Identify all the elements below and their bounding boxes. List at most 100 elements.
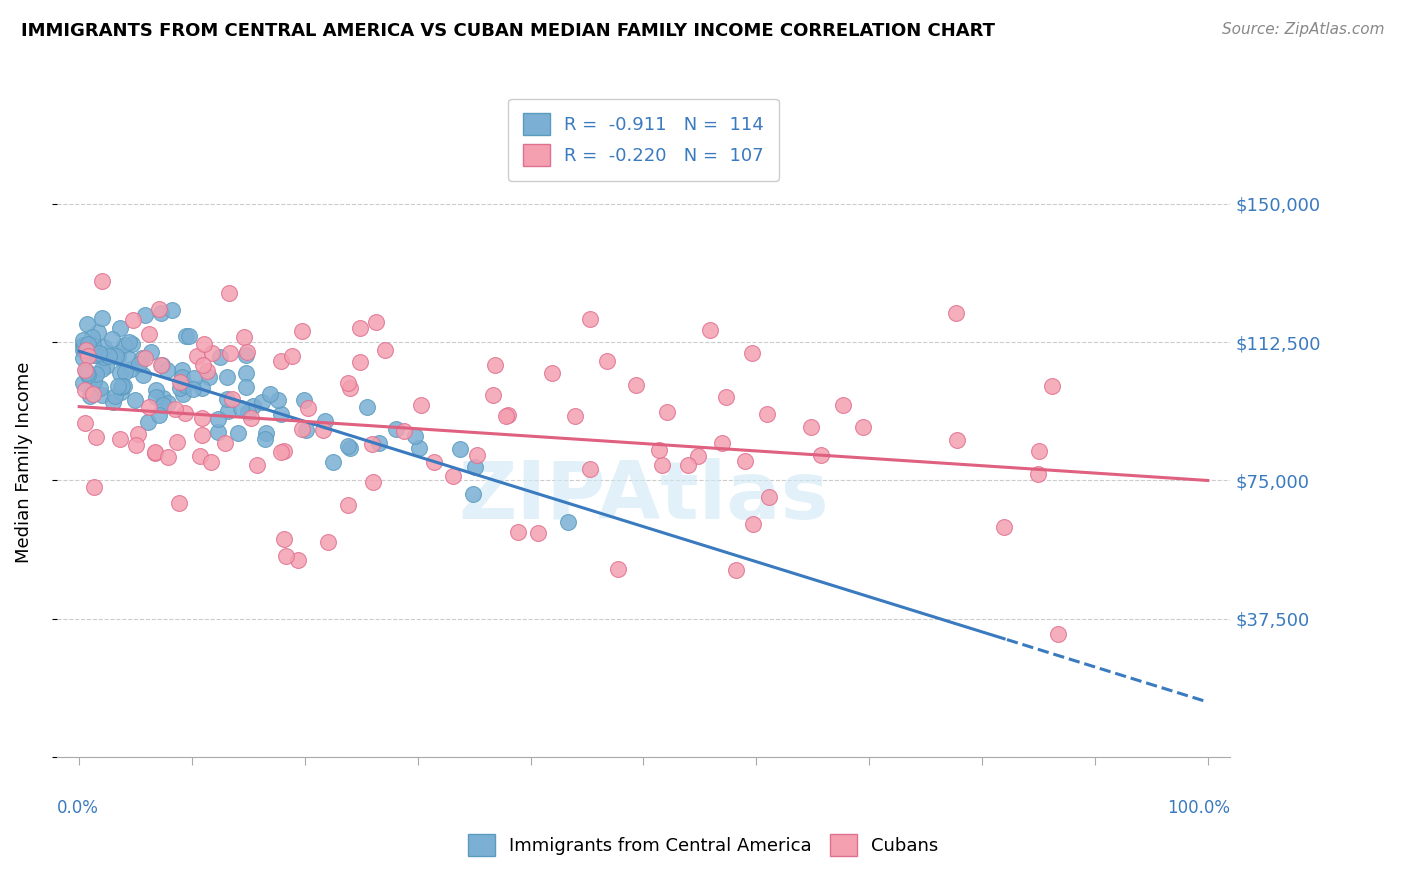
Text: 0.0%: 0.0% [56,798,98,817]
Point [101,394,124,409]
Point [132,368,155,383]
Point [97,349,120,363]
Point [118,352,141,367]
Point [463,487,485,501]
Point [527,525,550,540]
Legend: R =  -0.911   N =  114, R =  -0.220   N =  107: R = -0.911 N = 114, R = -0.220 N = 107 [509,99,779,181]
Point [91,362,114,376]
Point [191,380,214,394]
Point [233,330,256,344]
Point [76,368,98,383]
Point [217,404,239,418]
Point [758,490,780,504]
Point [149,306,172,320]
Point [84,345,107,359]
Point [657,405,679,419]
Point [75,364,97,378]
Point [152,398,174,412]
Point [250,395,273,409]
Point [214,436,236,450]
Point [756,407,779,421]
Point [496,408,519,422]
Point [651,458,673,472]
Point [408,442,430,456]
Point [314,414,336,428]
Point [107,379,129,393]
Point [1028,444,1050,458]
Point [110,380,132,394]
Point [107,350,129,364]
Point [235,366,257,380]
Point [77,339,100,353]
Point [141,345,163,359]
Point [100,332,122,346]
Point [193,359,215,373]
Point [361,437,384,451]
Point [73,416,96,430]
Point [374,343,396,357]
Point [172,386,194,401]
Point [90,388,112,402]
Point [495,409,517,423]
Point [1040,378,1063,392]
Point [624,378,647,392]
Point [259,386,281,401]
Point [82,338,104,352]
Point [75,383,97,397]
Point [607,562,630,576]
Point [361,475,384,489]
Point [274,549,297,563]
Point [83,480,105,494]
Point [150,359,173,373]
Point [131,351,153,366]
Point [741,345,763,359]
Point [166,434,188,449]
Point [183,371,205,385]
Point [128,357,150,371]
Point [465,449,488,463]
Point [191,411,214,425]
Point [349,321,371,335]
Point [852,420,875,434]
Point [91,311,114,326]
Point [86,367,108,381]
Point [557,515,579,529]
Point [484,358,506,372]
Point [169,381,191,395]
Point [337,499,360,513]
Point [84,430,107,444]
Point [136,415,159,429]
Point [120,362,142,376]
Text: 100.0%: 100.0% [1167,798,1230,817]
Point [150,358,173,372]
Point [316,535,339,549]
Point [83,348,105,362]
Point [93,340,115,354]
Point [186,349,208,363]
Point [1046,626,1069,640]
Point [75,343,97,358]
Point [112,338,135,352]
Point [79,389,101,403]
Point [190,450,212,464]
Text: Source: ZipAtlas.com: Source: ZipAtlas.com [1222,22,1385,37]
Point [77,337,100,351]
Point [226,425,249,440]
Point [127,427,149,442]
Point [292,392,315,407]
Point [207,425,229,440]
Point [312,423,335,437]
Text: ZIPAtlas: ZIPAtlas [458,458,830,536]
Point [77,349,100,363]
Point [676,458,699,473]
Point [648,443,671,458]
Point [686,449,709,463]
Point [76,317,98,331]
Point [993,520,1015,534]
Point [91,274,114,288]
Point [148,301,170,316]
Point [579,462,602,476]
Point [93,351,115,365]
Point [297,401,319,415]
Point [336,439,359,453]
